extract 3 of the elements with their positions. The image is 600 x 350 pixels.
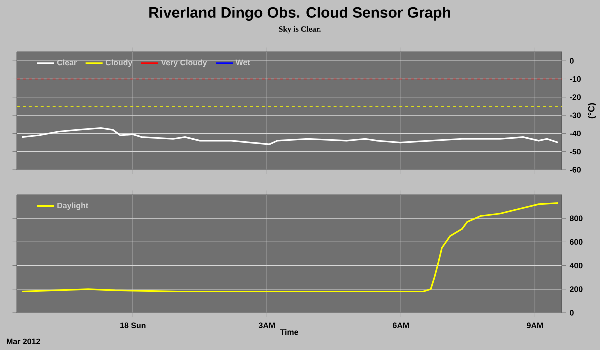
chart-title: Riverland Dingo Obs. Cloud Sensor Graph: [150, 7, 450, 21]
y-axis-title: (°C): [588, 103, 596, 119]
line-series: [21, 127, 560, 146]
